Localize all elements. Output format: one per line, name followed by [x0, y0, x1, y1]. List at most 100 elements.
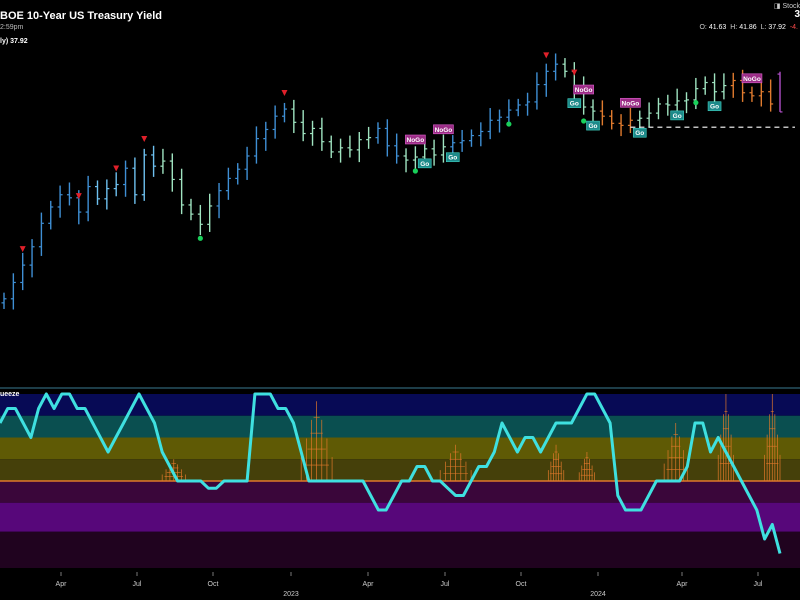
price-bar	[179, 168, 185, 215]
go-countertrend-dot	[506, 121, 512, 127]
nogo-label: NoGo	[573, 84, 594, 95]
go-label: Go	[670, 110, 684, 121]
label-text: Go	[570, 101, 579, 108]
price-bar	[48, 200, 54, 230]
go-label: Go	[632, 127, 647, 138]
label-box	[586, 120, 600, 131]
price-bar	[132, 157, 138, 204]
price-bar	[225, 167, 231, 200]
oscillator-line	[0, 392, 782, 554]
price-bar	[123, 160, 129, 197]
squeeze-zone	[439, 444, 472, 481]
go-label: Go	[567, 98, 582, 108]
price-bar	[235, 163, 241, 185]
price-bar	[141, 148, 147, 201]
x-tick-label: Jul	[133, 581, 142, 588]
x-tick-label: Jul	[754, 581, 763, 588]
oscillator-band	[0, 459, 800, 481]
oscillator-band	[0, 502, 800, 532]
price-bar	[94, 180, 100, 205]
oscillator-band	[0, 394, 800, 416]
squeeze-zone	[663, 423, 688, 481]
indicator-label: ly) 37.92	[0, 38, 28, 45]
price-bar	[328, 135, 334, 159]
label-text: Go	[710, 104, 719, 111]
label-box	[741, 73, 763, 84]
price-bar	[10, 273, 16, 310]
label-text: NoGo	[575, 87, 593, 94]
x-tick-label: Apr	[56, 581, 68, 588]
label-text: NoGo	[743, 76, 761, 83]
label-box	[670, 110, 684, 121]
price-bar	[525, 92, 531, 116]
oscillator-band	[0, 415, 800, 438]
price-bar	[478, 122, 484, 147]
price-bar	[459, 129, 465, 152]
price-bar	[665, 94, 671, 116]
label-text: NoGo	[435, 127, 453, 134]
price-bar	[758, 82, 764, 107]
label-box	[417, 158, 432, 169]
price-bar	[403, 148, 409, 173]
nogo-countertrend-marker	[543, 52, 550, 59]
label-box	[405, 134, 426, 145]
nogo-countertrend-marker	[75, 193, 82, 200]
price-bar	[310, 120, 316, 146]
label-box	[707, 101, 722, 112]
price-bar	[188, 198, 194, 221]
price-bar	[553, 53, 559, 81]
price-bar	[113, 172, 119, 197]
price-bar	[57, 185, 63, 218]
price-bar	[356, 132, 362, 163]
price-bar	[543, 63, 549, 97]
nogo-countertrend-marker	[141, 135, 148, 142]
price-bar	[674, 88, 680, 113]
open-label: O:	[699, 24, 707, 31]
label-box	[433, 124, 454, 135]
oscillator-band	[0, 437, 800, 460]
price-bar	[562, 58, 568, 78]
price-bar	[338, 138, 344, 163]
price-bar	[627, 108, 633, 134]
go-countertrend-dot	[693, 100, 699, 106]
label-box	[573, 84, 594, 95]
price-bar	[468, 129, 474, 147]
price-bar	[768, 79, 774, 112]
x-tick-label: 2023	[283, 591, 299, 598]
price-bar	[366, 126, 372, 149]
change-value: -4.	[789, 24, 798, 31]
label-text: Go	[448, 155, 457, 162]
chart-title: BOE 10-Year US Treasury Yield	[0, 10, 163, 22]
price-bar	[272, 105, 278, 139]
price-bar	[618, 114, 624, 137]
price-bar	[66, 182, 72, 206]
x-tick-label: Oct	[208, 581, 219, 588]
price-bar	[412, 146, 418, 170]
price-bar	[169, 153, 175, 192]
price-bar	[599, 100, 605, 126]
squeeze-zone	[547, 444, 565, 481]
price-bar	[609, 110, 615, 130]
price-bar	[1, 292, 7, 309]
price-bar	[375, 122, 381, 144]
go-label: Go	[707, 101, 722, 112]
price-bar	[534, 72, 540, 110]
price-bar	[590, 99, 596, 124]
price-bar	[197, 204, 203, 236]
price-bar	[702, 76, 708, 95]
nogo-label: NoGo	[741, 73, 763, 84]
nogo-countertrend-marker	[19, 246, 26, 253]
nogo-countertrend-marker	[571, 69, 578, 76]
label-text: Go	[673, 113, 682, 120]
price-readout: 3	[794, 9, 800, 20]
oscillator-band	[0, 531, 800, 568]
price-bar	[347, 135, 353, 158]
go-countertrend-dot	[197, 235, 203, 241]
price-bar	[38, 212, 44, 256]
nogo-label: NoGo	[405, 134, 426, 145]
x-tick-label: Apr	[363, 581, 375, 588]
price-bar	[244, 146, 250, 180]
price-bar	[581, 76, 587, 115]
nogo-countertrend-marker	[113, 165, 120, 172]
